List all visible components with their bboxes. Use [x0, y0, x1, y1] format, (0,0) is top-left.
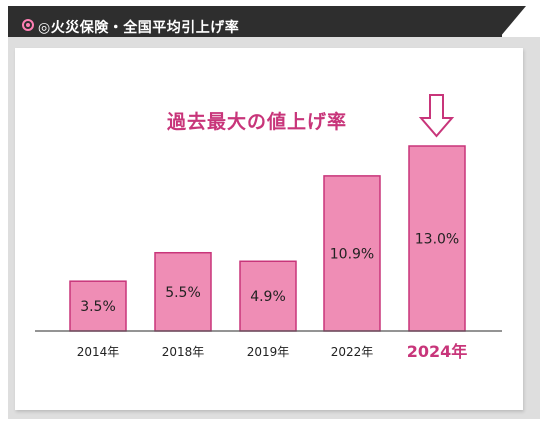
tick-label-2019年: 2019年 — [247, 345, 290, 359]
bar-2019年 — [239, 260, 297, 332]
chart-title: ◎火災保険・全国平均引上げ率 — [38, 20, 240, 36]
tick-label-2014年: 2014年 — [77, 345, 120, 359]
bar-2024年 — [408, 145, 466, 332]
bar-2022年 — [323, 175, 381, 332]
circle-bullet-icon — [22, 19, 34, 31]
tick-label-2018年: 2018年 — [162, 345, 205, 359]
data-label-2024年: 13.0% — [415, 232, 459, 248]
tick-label-2024年: 2024年 — [407, 342, 468, 361]
data-label-2018年: 5.5% — [165, 285, 201, 301]
bar-2014年 — [69, 280, 127, 332]
tick-label-2022年: 2022年 — [331, 345, 374, 359]
tab-slant-edge — [500, 6, 526, 37]
data-label-2014年: 3.5% — [80, 299, 116, 315]
chart-title-tab: ◎火災保険・全国平均引上げ率 — [8, 6, 502, 37]
annotation-text: 過去最大の値上げ率 — [167, 111, 348, 133]
data-label-2019年: 4.9% — [250, 289, 286, 305]
down-arrow-icon — [418, 94, 455, 138]
data-label-2022年: 10.9% — [330, 246, 374, 262]
bar-2018年 — [154, 251, 212, 332]
